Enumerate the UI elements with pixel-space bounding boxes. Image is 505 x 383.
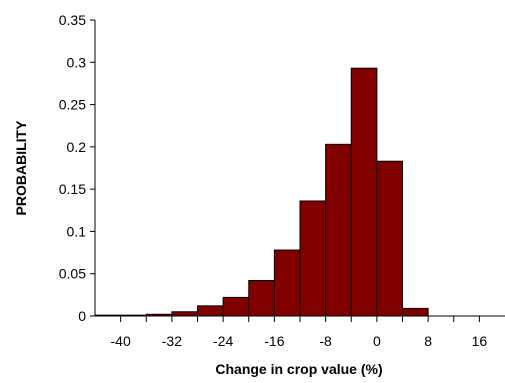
- x-tick-label: 8: [424, 333, 432, 349]
- histogram-bar: [376, 160, 403, 317]
- y-axis-title: PROBABILITY: [13, 120, 29, 216]
- axes-group: [90, 19, 505, 322]
- x-tick-label: -16: [264, 333, 284, 349]
- histogram-bar: [273, 249, 301, 317]
- bars-group: [94, 67, 429, 317]
- histogram-bar: [325, 143, 352, 317]
- y-tick-label: 0: [78, 308, 86, 324]
- x-tick-label: -40: [111, 333, 131, 349]
- x-tick-label: -24: [213, 333, 233, 349]
- x-axis-title: Change in crop value (%): [215, 361, 382, 377]
- y-tick-label: 0.1: [67, 223, 87, 239]
- y-tick-label: 0.15: [59, 181, 86, 197]
- histogram-bar: [171, 311, 198, 317]
- histogram-bar: [222, 296, 250, 317]
- tick-labels-group: 0 0.05 0.1 0.15 0.2 0.25 0.3 0.35 -40 -32 -24 -16 -8…: [59, 12, 488, 349]
- histogram-bar: [299, 200, 327, 317]
- histogram-bar: [402, 307, 429, 317]
- y-tick-label: 0.3: [67, 54, 87, 70]
- histogram-bar: [197, 305, 224, 317]
- y-tick-label: 0.35: [59, 12, 86, 28]
- y-tick-label: 0.05: [59, 266, 86, 282]
- x-tick-label: 16: [472, 333, 488, 349]
- x-tick-label: -32: [162, 333, 182, 349]
- y-tick-label: 0.25: [59, 97, 86, 113]
- histogram-bar: [248, 279, 275, 317]
- y-tick-label: 0.2: [67, 139, 87, 155]
- x-tick-label: 0: [373, 333, 381, 349]
- histogram-bar: [350, 67, 378, 317]
- x-tick-label: -8: [319, 333, 332, 349]
